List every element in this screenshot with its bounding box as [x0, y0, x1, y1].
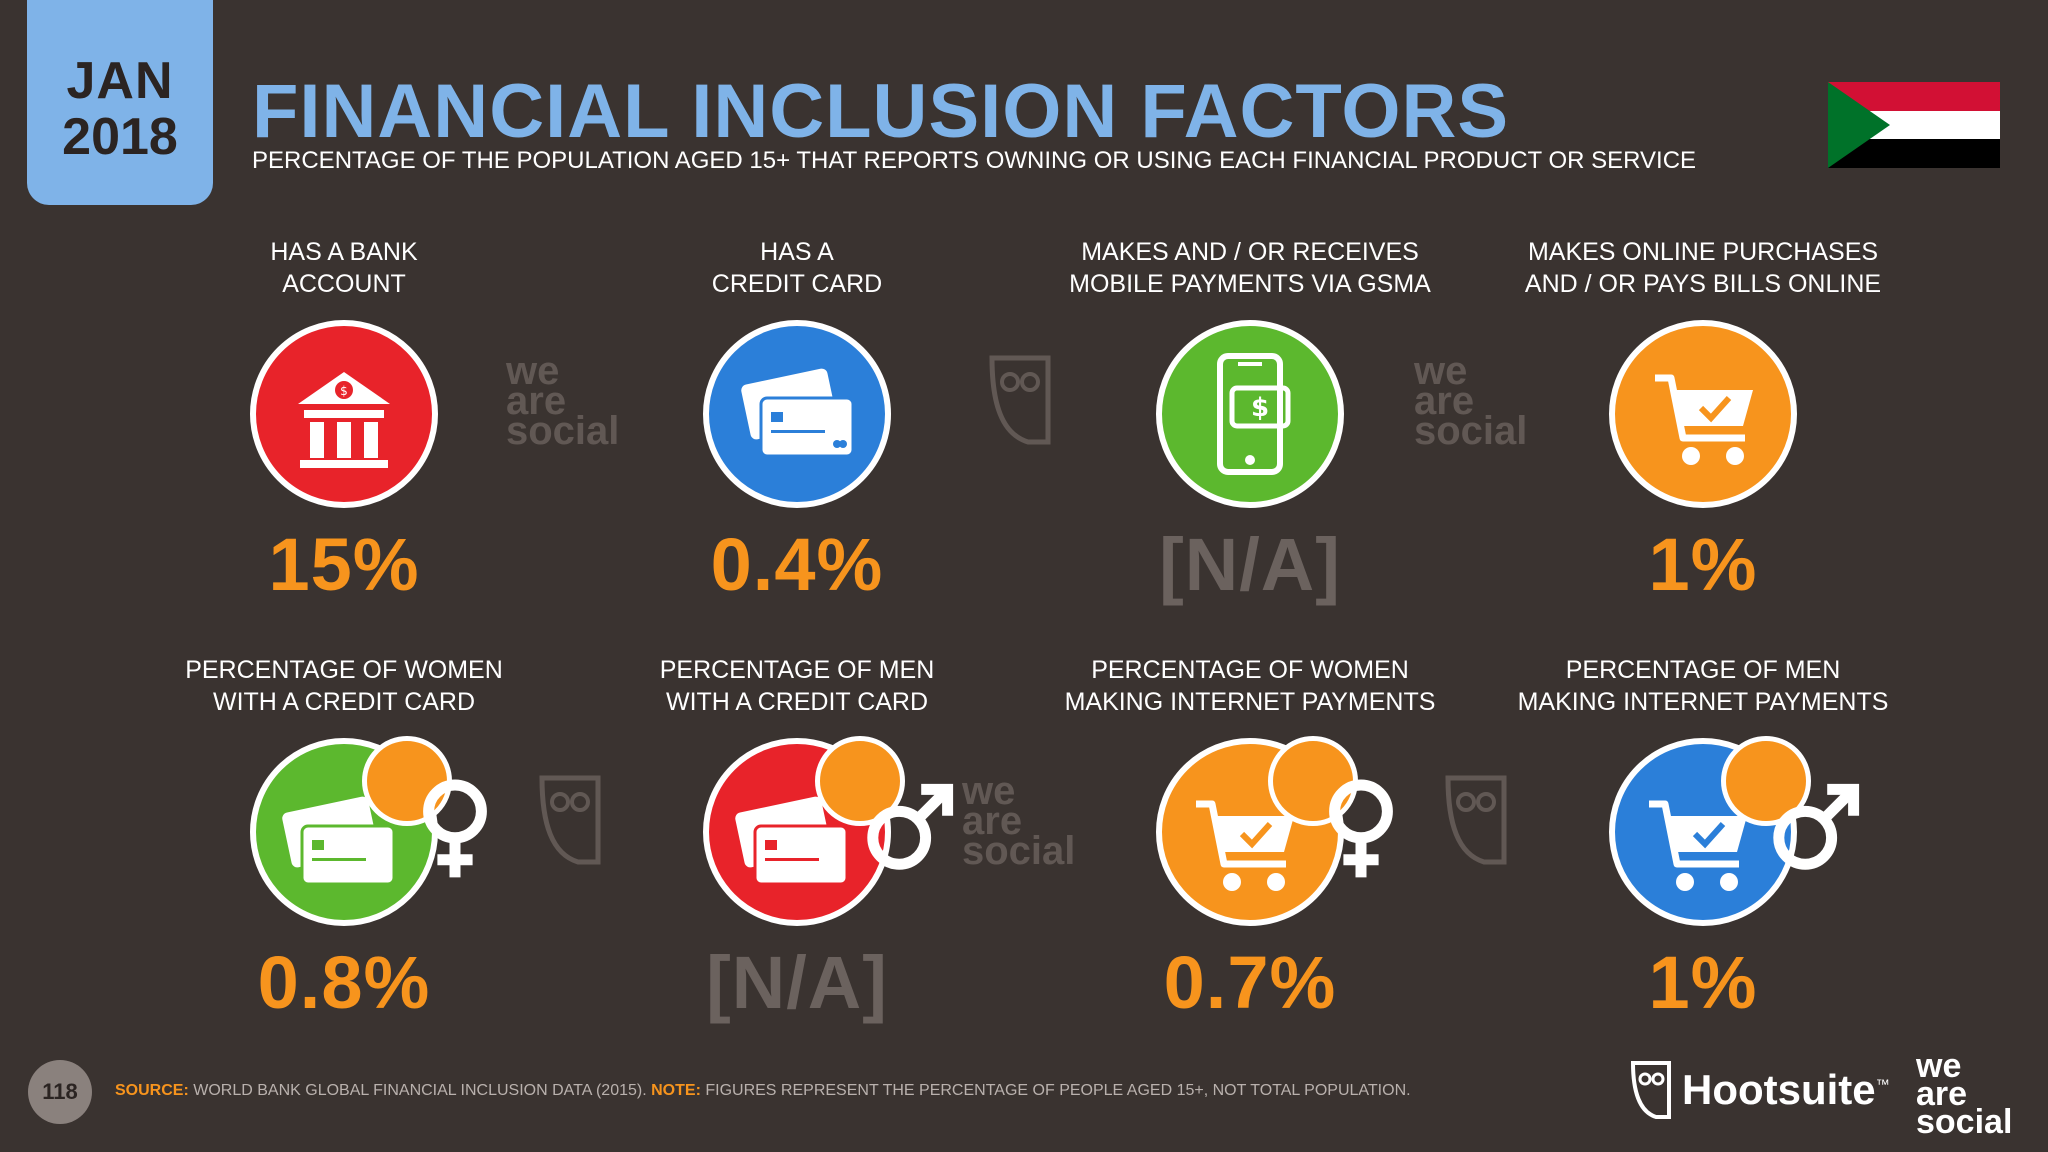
we-are-social-logo: we are social	[1916, 1047, 2013, 1141]
male-icon	[815, 736, 954, 870]
we-are-social-watermark: we are social	[506, 349, 620, 453]
stat-value: 1%	[1648, 523, 1758, 606]
stat-value: 0.8%	[257, 941, 431, 1024]
stat-bank-account: HAS A BANK ACCOUNT $ 15%	[134, 236, 554, 607]
shopping-cart-female-icon	[1156, 736, 1393, 926]
page-title: FINANCIAL INCLUSION FACTORS	[252, 69, 1510, 154]
hootsuite-logo: Hootsuite ™	[1630, 1060, 1890, 1120]
stat-credit-card: HAS A CREDIT CARD 0.4%	[587, 236, 1007, 607]
stat-value: [N/A]	[706, 941, 888, 1024]
stat-label: MAKES AND / OR RECEIVES MOBILE PAYMENTS V…	[1069, 238, 1431, 298]
stat-label: PERCENTAGE OF WOMEN WITH A CREDIT CARD	[185, 656, 503, 716]
stat-mobile-payments: MAKES AND / OR RECEIVES MOBILE PAYMENTS V…	[1040, 236, 1460, 607]
hootsuite-owl-icon	[1630, 1061, 1671, 1119]
stat-men-internet-payments: PERCENTAGE OF MEN MAKING INTERNET PAYMENT…	[1493, 654, 1913, 1025]
stat-women-credit-card: PERCENTAGE OF WOMEN WITH A CREDIT CARD 0.…	[134, 654, 554, 1025]
sudan-flag-icon	[1828, 82, 2000, 168]
date-month: JAN	[66, 51, 174, 110]
owl-watermark-icon	[1445, 775, 1507, 865]
stat-value: 0.4%	[710, 523, 884, 606]
svg-text:$: $	[1251, 393, 1269, 423]
shopping-cart-male-icon	[1609, 736, 1860, 926]
footer-source: SOURCE: WORLD BANK GLOBAL FINANCIAL INCL…	[115, 1082, 1411, 1099]
stat-men-credit-card: PERCENTAGE OF MEN WITH A CREDIT CARD [N/A…	[587, 654, 1007, 1025]
shopping-cart-icon	[1609, 320, 1797, 508]
bank-icon: $	[250, 320, 438, 508]
credit-card-male-icon	[703, 736, 954, 926]
credit-card-icon	[703, 320, 891, 508]
page-subtitle: PERCENTAGE OF THE POPULATION AGED 15+ TH…	[252, 147, 1697, 174]
male-icon	[1721, 736, 1860, 870]
stat-online-purchases: MAKES ONLINE PURCHASES AND / OR PAYS BILL…	[1493, 236, 1913, 607]
stat-label: PERCENTAGE OF MEN MAKING INTERNET PAYMENT…	[1517, 656, 1889, 716]
we-are-social-watermark: we are social	[962, 769, 1076, 873]
stat-value: [N/A]	[1159, 523, 1341, 606]
female-icon	[1268, 736, 1393, 878]
owl-watermark-icon	[539, 775, 601, 865]
stat-label: PERCENTAGE OF WOMEN MAKING INTERNET PAYME…	[1064, 656, 1436, 716]
stat-label: HAS A CREDIT CARD	[711, 238, 883, 298]
date-badge: JAN 2018	[27, 0, 213, 205]
date-year: 2018	[62, 107, 178, 166]
female-icon	[362, 736, 487, 878]
stat-value: 1%	[1648, 941, 1758, 1024]
stat-women-internet-payments: PERCENTAGE OF WOMEN MAKING INTERNET PAYME…	[1040, 654, 1460, 1025]
credit-card-female-icon	[250, 736, 487, 926]
stat-value: 0.7%	[1163, 941, 1337, 1024]
page-number: 118	[28, 1060, 92, 1124]
stat-value: 15%	[268, 523, 420, 606]
stat-label: MAKES ONLINE PURCHASES AND / OR PAYS BILL…	[1524, 238, 1882, 298]
svg-text:$: $	[340, 384, 348, 398]
we-are-social-watermark: we are social	[1414, 349, 1528, 453]
stat-label: HAS A BANK ACCOUNT	[270, 238, 418, 298]
stat-label: PERCENTAGE OF MEN WITH A CREDIT CARD	[659, 656, 935, 716]
owl-watermark-icon	[989, 355, 1051, 445]
mobile-payment-icon: $	[1156, 320, 1344, 508]
